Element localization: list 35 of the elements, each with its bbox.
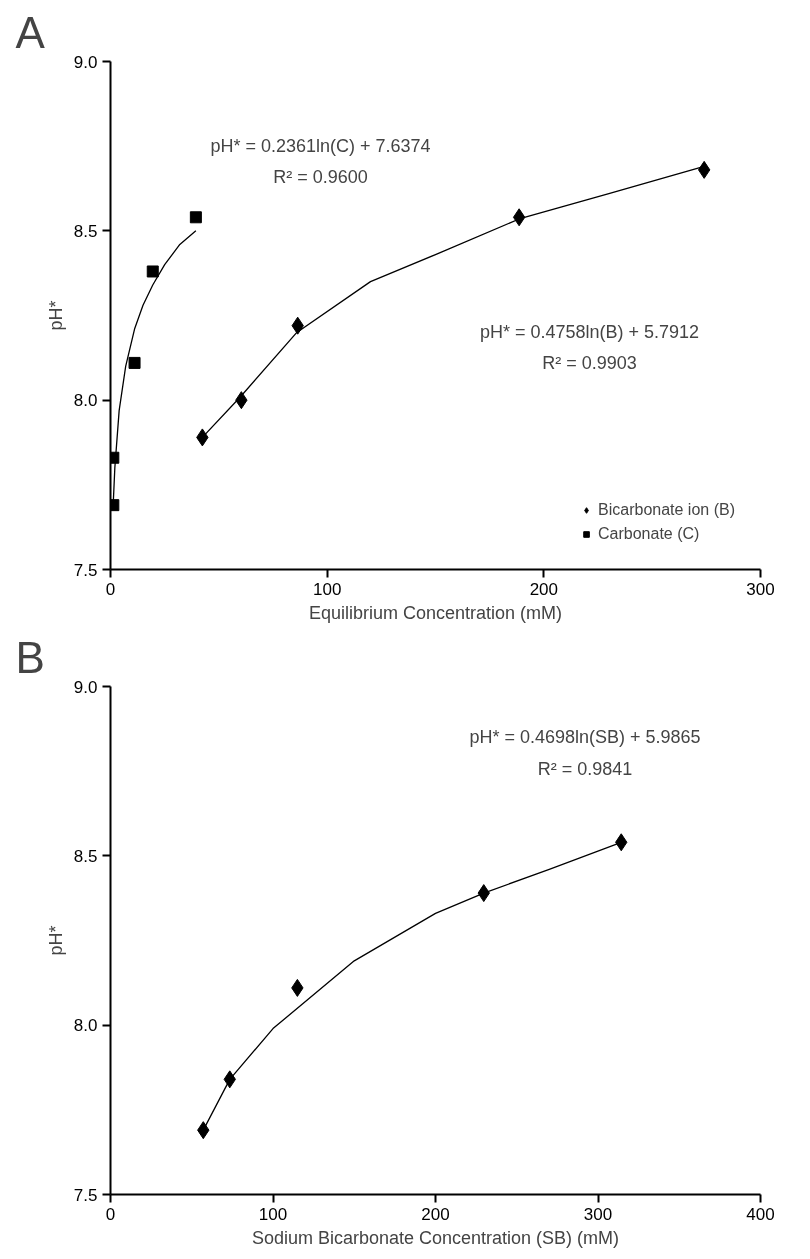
y-tick-label: 7.5 (73, 560, 98, 580)
annotation: R² = 0.9903 (542, 352, 637, 373)
x-tick-label: 300 (583, 1204, 613, 1224)
annotation: R² = 0.9600 (273, 166, 368, 187)
x-tick-label: 100 (258, 1204, 288, 1224)
y-tick-label: 8.5 (73, 221, 98, 241)
x-tick-label: 300 (746, 579, 775, 599)
text: A (15, 7, 46, 57)
annotation: R² = 0.9841 (537, 759, 633, 780)
x-tick-label: 200 (529, 579, 559, 599)
x-tick-label: 100 (312, 579, 342, 599)
x-tick-label: 0 (105, 579, 116, 599)
x-axis-title: Equilibrium Concentration (mM) (308, 602, 563, 623)
point (189, 211, 202, 224)
point (128, 356, 141, 369)
x-axis-title: Sodium Bicarbonate Concentration (SB) (mM) (251, 1227, 620, 1248)
annotation: pH* = 0.4698ln(SB) + 5.9865 (469, 727, 701, 748)
text: B (15, 632, 45, 682)
y-tick-label: 9.0 (73, 677, 98, 697)
annotation: pH* = 0.2361ln(C) + 7.6374 (210, 136, 431, 157)
point (512, 208, 526, 227)
y-tick-label: 7.5 (73, 1185, 98, 1205)
y-tick-label: 8.0 (73, 391, 98, 411)
legend-label: Bicarbonate ion (B) (598, 501, 735, 519)
y-tick-label: 8.0 (73, 1016, 98, 1036)
x-tick-label: 200 (421, 1204, 450, 1224)
x-tick-label: 0 (105, 1204, 116, 1224)
y-tick-label: 8.5 (73, 846, 98, 866)
x-tick-label: 400 (746, 1204, 775, 1224)
annotation: pH* = 0.4758ln(B) + 5.7912 (479, 322, 700, 343)
point (146, 265, 159, 278)
legend-label: Carbonate (C) (598, 525, 700, 543)
y-axis-title: pH* (45, 300, 66, 331)
y-axis-title: pH* (45, 925, 66, 956)
y-tick-label: 9.0 (73, 52, 98, 72)
